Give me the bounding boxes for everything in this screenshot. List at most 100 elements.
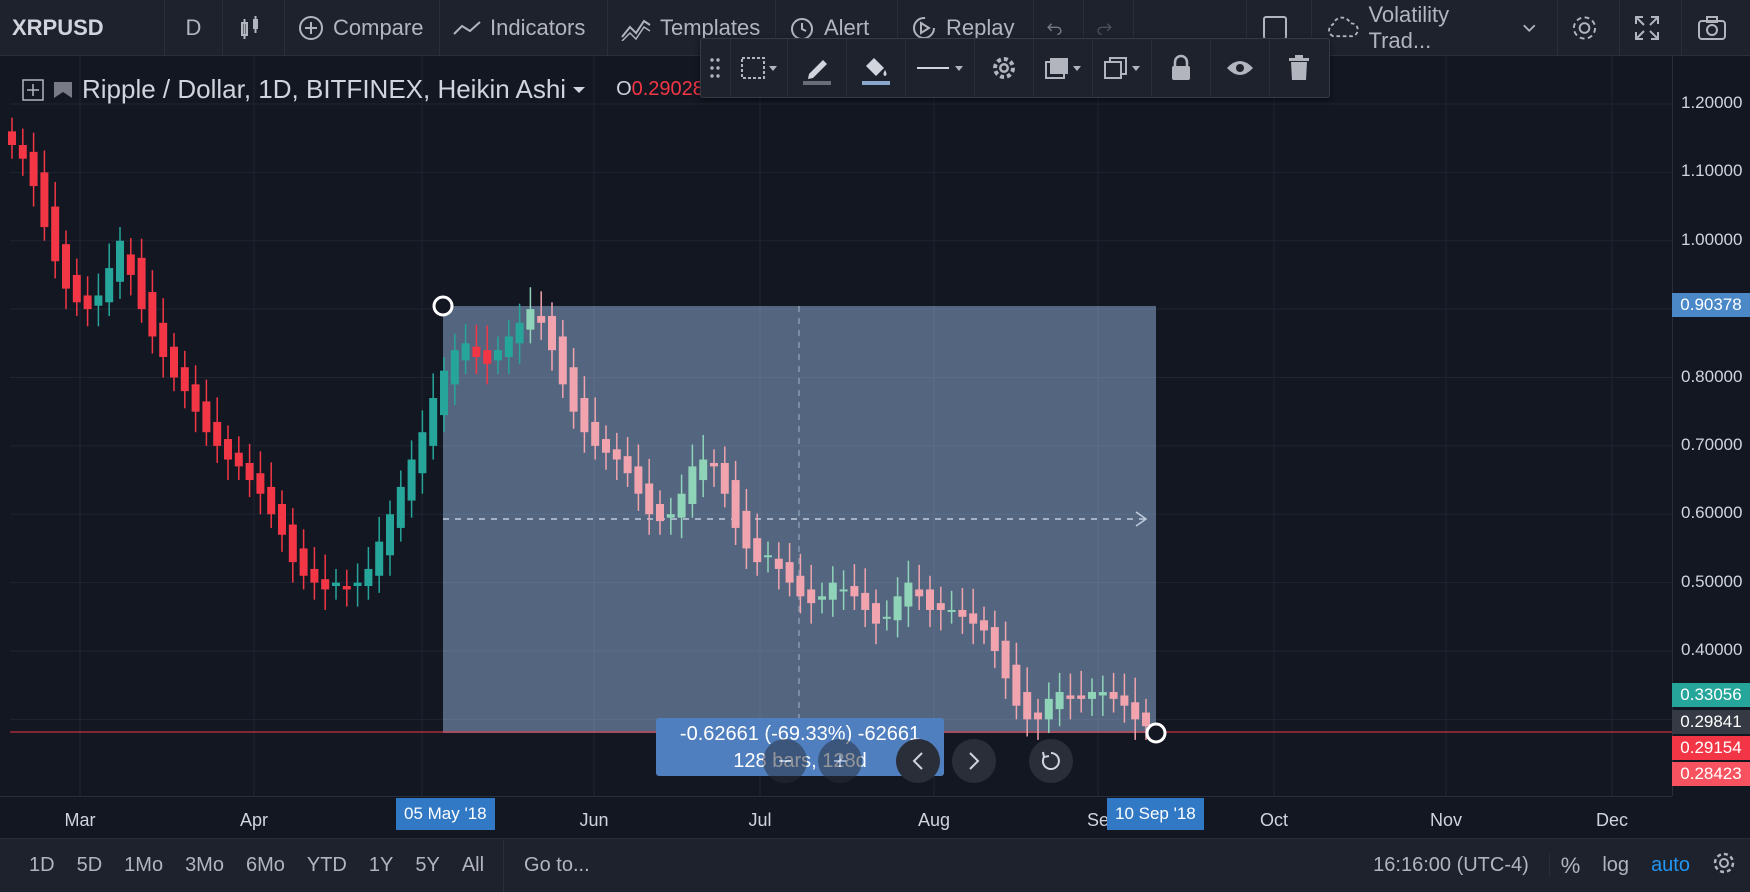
candle-body [785, 562, 794, 583]
candle-body [83, 295, 92, 310]
gear-icon [992, 57, 1015, 79]
candle-body [342, 586, 351, 590]
drawing-settings-button[interactable] [975, 39, 1034, 97]
range-button-5d[interactable]: 5D [76, 854, 103, 876]
settings-button[interactable] [1558, 0, 1620, 56]
candle-body [126, 254, 135, 275]
price-axis[interactable]: 1.20000 1.10000 1.00000 0.80000 0.70000 0.600… [1672, 56, 1750, 796]
undo-button[interactable] [1034, 0, 1084, 56]
candle-body [677, 493, 686, 518]
range-button-1mo[interactable]: 1Mo [124, 854, 164, 876]
visual-order-button[interactable] [1034, 39, 1093, 97]
chart-legend: Ripple / Dollar, 1D, BITFINEX, Heikin As… [22, 74, 704, 105]
measure-end-handle[interactable] [1145, 722, 1167, 744]
candles-group [8, 117, 1150, 740]
redo-icon [1097, 23, 1112, 36]
range-button-all[interactable]: All [461, 854, 485, 876]
chart-style-button[interactable] [223, 0, 285, 56]
reset-chart-button[interactable] [1029, 739, 1073, 783]
candle-body [537, 315, 546, 323]
percent-scale-toggle[interactable]: % [1560, 852, 1581, 878]
range-button-1d[interactable]: 1D [29, 854, 55, 876]
candle-body [418, 432, 427, 474]
candle-body [742, 510, 751, 549]
interval-button[interactable]: D [165, 0, 223, 56]
scroll-right-button[interactable] [952, 739, 996, 783]
measure-price-change: -0.62661 (-69.33%) -62661 [679, 723, 921, 745]
range-button-ytd[interactable]: YTD [306, 854, 347, 876]
measure-start-handle[interactable] [432, 295, 454, 317]
legend-title[interactable]: Ripple / Dollar, 1D, BITFINEX, Heikin As… [82, 74, 567, 104]
candle-body [623, 456, 632, 474]
zoom-out-button[interactable] [763, 739, 807, 783]
clock-timezone[interactable]: 16:16:00 (UTC-4) [1362, 854, 1550, 877]
candle-body [191, 384, 200, 412]
paint-bucket-icon [861, 58, 890, 85]
hide-button[interactable] [1211, 39, 1270, 97]
candle-body [213, 421, 222, 446]
goto-date-button[interactable]: Go to... [524, 854, 590, 876]
price-chart[interactable] [0, 56, 1672, 796]
snapshot-button[interactable] [1682, 0, 1750, 56]
layout-name-button[interactable]: Volatility Trad... [1312, 0, 1558, 56]
candle-body [699, 459, 708, 481]
range-button-5y[interactable]: 5Y [415, 854, 440, 876]
drag-handle[interactable] [701, 39, 731, 97]
range-button-3mo[interactable]: 3Mo [185, 854, 224, 876]
symbol-search-button[interactable]: XRPUSD [0, 0, 165, 56]
drawing-type-button[interactable] [731, 39, 788, 97]
candle-body [872, 603, 880, 624]
clone-button[interactable] [1093, 39, 1152, 97]
chevron-down-icon[interactable] [572, 85, 586, 95]
candle-body [504, 336, 513, 357]
candle-body [310, 568, 319, 583]
candle-body [51, 206, 60, 262]
candle-body [137, 257, 146, 310]
indicators-button[interactable]: Indicators [440, 0, 608, 56]
date-price-range-icon [740, 57, 777, 79]
candle-body [1098, 692, 1107, 696]
candle-body [710, 462, 718, 467]
price-label: 1.00000 [1681, 229, 1743, 249]
trash-icon [1289, 55, 1310, 80]
templates-icon [621, 19, 651, 41]
range-button-1y[interactable]: 1Y [368, 854, 394, 876]
time-axis[interactable] [0, 796, 1672, 839]
templates-button[interactable]: Templates [608, 0, 776, 56]
auto-scale-toggle[interactable]: auto [1651, 854, 1690, 876]
eye-icon [1226, 61, 1253, 75]
fullscreen-button[interactable] [1620, 0, 1682, 56]
line-color-button[interactable] [788, 39, 847, 97]
candle-body [904, 582, 913, 607]
bottom-toolbar: 1D 5D 1Mo 3Mo 6Mo YTD 1Y 5Y All Go to... 16:16:0… [0, 838, 1750, 892]
chart-grid [10, 56, 1672, 796]
candle-body [526, 309, 535, 330]
scroll-left-button[interactable] [896, 739, 940, 783]
compare-button[interactable]: Compare [285, 0, 440, 56]
zoom-in-button[interactable] [818, 739, 862, 783]
fill-color-button[interactable] [847, 39, 906, 97]
candle-body [267, 486, 276, 515]
candle-body [580, 398, 589, 433]
candle-body [612, 449, 621, 460]
chart-pane[interactable]: Ripple / Dollar, 1D, BITFINEX, Heikin As… [0, 56, 1672, 796]
candle-body [29, 151, 38, 187]
range-button-6mo[interactable]: 6Mo [245, 854, 285, 876]
price-tag: 0.33056 [1672, 683, 1750, 707]
price-tag: 0.29154 [1672, 736, 1750, 760]
time-axis-end-tag: 10 Sep '18 [1107, 798, 1204, 830]
line-style-button[interactable] [906, 39, 975, 97]
candle-body [548, 315, 556, 351]
flag-icon[interactable] [52, 79, 74, 101]
price-tag: 0.90378 [1672, 293, 1750, 317]
layers-icon [1044, 58, 1081, 79]
candle-body [256, 473, 265, 494]
chart-properties-button[interactable] [1701, 851, 1750, 881]
expand-legend-icon[interactable] [22, 78, 44, 101]
lock-button[interactable] [1152, 39, 1211, 97]
log-scale-toggle[interactable]: log [1602, 854, 1630, 876]
compare-label: Compare [333, 15, 424, 40]
delete-button[interactable] [1270, 39, 1329, 97]
redo-button[interactable] [1084, 0, 1134, 56]
replay-button[interactable]: Replay [898, 0, 1034, 56]
